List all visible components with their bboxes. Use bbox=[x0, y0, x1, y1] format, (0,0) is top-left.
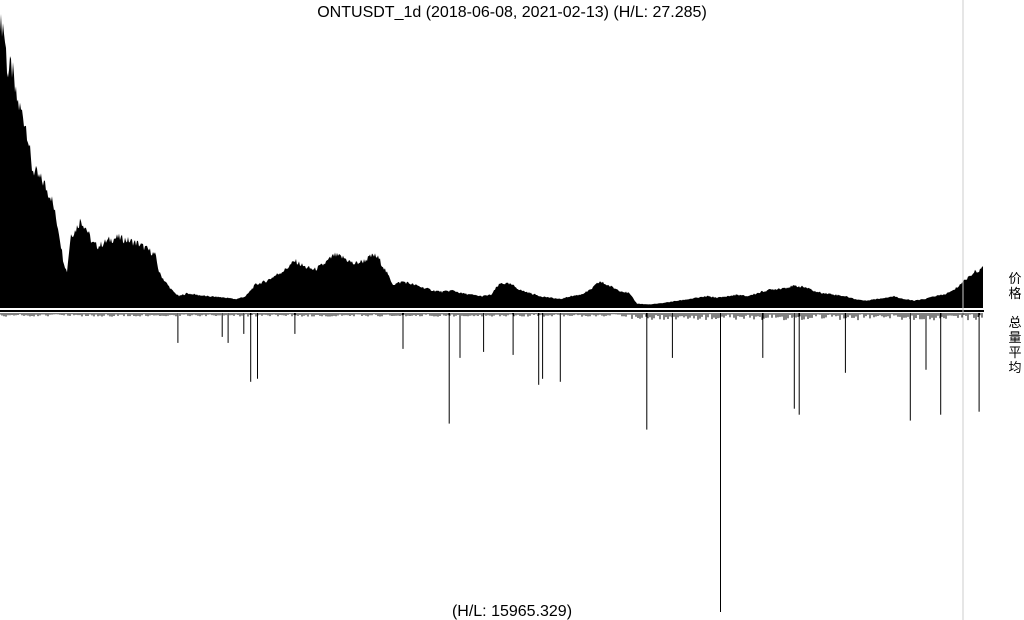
chart-title: ONTUSDT_1d (2018-06-08, 2021-02-13) (H/L… bbox=[317, 4, 707, 21]
volume-footer: (H/L: 15965.329) bbox=[452, 603, 572, 620]
volume-series bbox=[0, 313, 983, 612]
price-series bbox=[0, 14, 983, 308]
volume-baseline-bars bbox=[0, 313, 983, 321]
price-axis-label: 价格 bbox=[1008, 272, 1021, 302]
price-area bbox=[0, 14, 983, 308]
volume-axis-label: 总量平均 bbox=[1008, 316, 1021, 376]
